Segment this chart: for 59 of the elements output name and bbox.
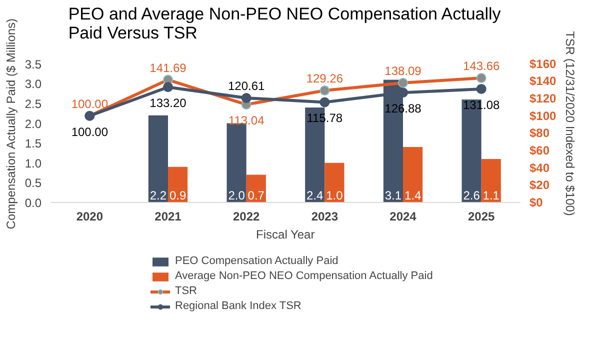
- bar: [481, 158, 501, 202]
- bar: [403, 147, 423, 202]
- bar: [324, 162, 344, 202]
- data-label: 138.09: [384, 64, 422, 78]
- point: [476, 84, 486, 94]
- data-label: 141.69: [150, 60, 187, 75]
- y2-tick-label: $140: [530, 74, 557, 88]
- legend-label: Regional Bank Index TSR: [175, 300, 302, 312]
- data-label: 100.00: [71, 96, 108, 111]
- data-label: 133.20: [150, 96, 187, 110]
- point: [320, 97, 330, 108]
- y2-tick-label: $100: [530, 108, 557, 123]
- point: [241, 93, 252, 104]
- data-label: 1.1: [482, 188, 500, 202]
- y2-tick-label: $80: [530, 126, 550, 140]
- y2-tick-label: $0: [530, 196, 544, 210]
- y-tick-label: 3.5: [24, 57, 42, 72]
- data-label: 2.4: [306, 188, 324, 202]
- legend-label: TSR: [175, 285, 197, 297]
- x-tick-label: 2020: [76, 210, 104, 224]
- x-tick-label: 2023: [311, 210, 338, 224]
- data-label: 120.61: [228, 79, 266, 94]
- chart-title: PEO and Average Non-PEO NEO Compensation Actually Paid Versus TSR: [68, 4, 502, 42]
- y2-tick-label: $60: [530, 144, 550, 158]
- x-tick-label: 2025: [468, 210, 496, 224]
- data-label: 2.2: [150, 188, 167, 202]
- y-axis-title: Compensation Actually Paid ($ Millions): [4, 18, 18, 230]
- y2-axis-title: TSR (12/31/2020 Indexed to $100): [563, 31, 578, 216]
- y-tick-label: 0.0: [24, 196, 42, 210]
- x-axis-title: Fiscal Year: [256, 228, 315, 242]
- y2-tick-label: $120: [530, 92, 557, 106]
- y2-tick-label: $160: [530, 56, 557, 71]
- x-tick-label: 2022: [232, 210, 260, 224]
- data-label: 1.4: [404, 188, 422, 202]
- data-label: 113.04: [228, 114, 265, 128]
- data-label: 100.00: [71, 124, 108, 139]
- y2-tick-label: $40: [530, 160, 550, 175]
- data-label: 3.1: [384, 188, 402, 202]
- y-tick-label: 2.0: [24, 116, 42, 131]
- data-label: 2.6: [463, 188, 480, 202]
- y-tick-label: 3.0: [24, 77, 42, 92]
- data-label: 0.7: [248, 188, 265, 202]
- data-label: 143.66: [462, 59, 500, 74]
- x-tick-label: 2024: [390, 210, 417, 224]
- bar: [226, 123, 246, 202]
- y-tick-label: 2.5: [24, 97, 42, 112]
- y2-tick-label: $20: [530, 178, 550, 192]
- legend-label: PEO Compensation Actually Paid: [175, 255, 338, 267]
- data-label: 129.26: [306, 72, 344, 86]
- y-tick-label: 1.5: [24, 136, 42, 151]
- y-tick-label: 1.0: [24, 156, 42, 170]
- y-tick-label: 0.5: [24, 176, 42, 190]
- point: [163, 82, 173, 92]
- data-label: 0.9: [169, 188, 186, 202]
- x-tick-label: 2021: [154, 210, 182, 224]
- legend-label: Average Non-PEO NEO Compensation Actually Paid: [175, 270, 433, 282]
- bar: [148, 115, 168, 202]
- data-label: 2.0: [228, 188, 246, 202]
- data-label: 1.0: [326, 188, 344, 202]
